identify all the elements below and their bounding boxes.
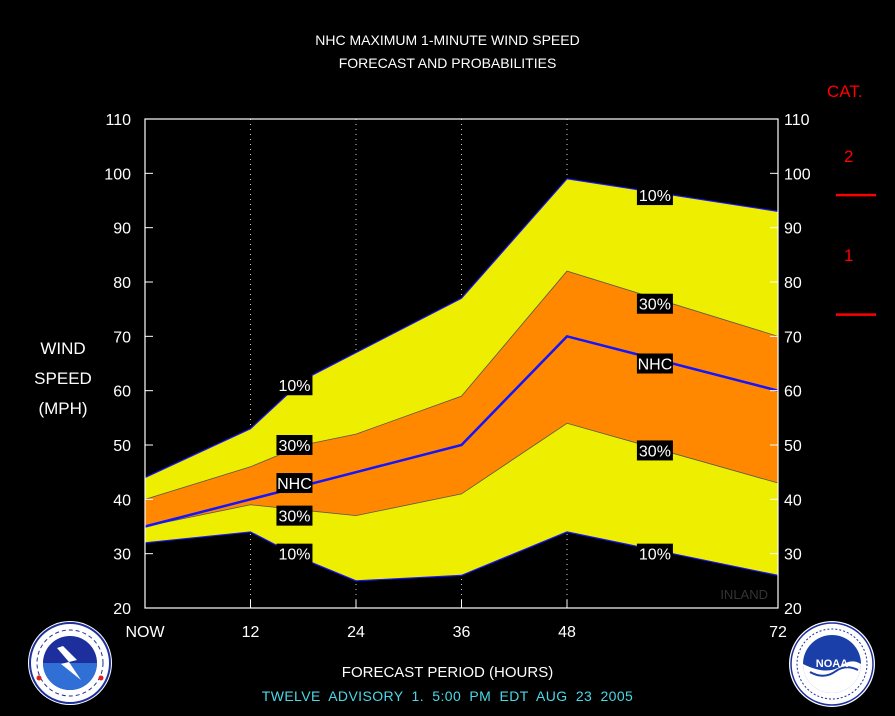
- chart-title-line1: NHC MAXIMUM 1-MINUTE WIND SPEED: [315, 32, 580, 48]
- series-annotation: 10%: [636, 543, 673, 564]
- series-annotation: 30%: [276, 435, 313, 455]
- x-tick-label: 72: [769, 624, 787, 641]
- y-tick-label-right: 50: [784, 438, 802, 455]
- series-line-lower-outer: [144, 531, 779, 582]
- annotation-box: [276, 505, 313, 526]
- y-axis-label-wind: WIND: [40, 339, 86, 358]
- y-tick-label-left: 40: [113, 492, 131, 509]
- annotation-box: [276, 435, 313, 455]
- annotation-label: NHC: [638, 357, 673, 374]
- x-tick-label: 48: [558, 624, 576, 641]
- y-axis-label-speed: SPEED: [34, 369, 92, 388]
- annotation-label: 10%: [278, 547, 310, 564]
- series-annotation: 10%: [276, 375, 313, 396]
- annotation-label: 10%: [639, 547, 671, 564]
- annotation-label: 10%: [278, 378, 310, 395]
- series-annotation: 30%: [636, 293, 673, 314]
- series-annotation: 10%: [636, 185, 673, 206]
- annotation-label: 30%: [278, 509, 310, 526]
- y-tick-label-left: 110: [105, 112, 131, 129]
- y-tick-label-right: 30: [784, 547, 802, 564]
- y-tick-label-left: 90: [113, 221, 131, 238]
- noaa-logo: NOAA: [789, 621, 875, 707]
- y-tick-label-left: 50: [113, 438, 131, 455]
- category-label-2: 2: [844, 147, 854, 166]
- annotation-box: [276, 543, 313, 564]
- series-line-upper-inner: [144, 270, 779, 500]
- annotation-box: [276, 473, 313, 494]
- x-tick-label: NOW: [125, 624, 165, 641]
- series-line-nhc: [144, 334, 779, 528]
- chart-title-line2: FORECAST AND PROBABILITIES: [338, 55, 557, 71]
- x-axis-label: FORECAST PERIOD (HOURS): [341, 664, 554, 681]
- y-tick-label-left: 100: [104, 166, 131, 183]
- y-tick-label-left: 30: [113, 547, 131, 564]
- annotation-label: 10%: [639, 188, 671, 205]
- svg-text:NOAA: NOAA: [816, 658, 848, 670]
- series-annotation: 10%: [276, 543, 313, 564]
- category-heading: CAT.: [827, 82, 863, 101]
- y-tick-label-right: 70: [784, 329, 802, 346]
- x-tick-label: 36: [453, 624, 471, 641]
- series-line-upper-outer: [144, 178, 779, 479]
- category-label-1: 1: [844, 246, 854, 265]
- y-tick-label-left: 60: [113, 384, 131, 401]
- annotation-box: [636, 440, 673, 461]
- advisory-footer: TWELVE ADVISORY 1. 5:00 PM EDT AUG 23 20…: [261, 688, 634, 704]
- annotation-label: 30%: [639, 443, 671, 460]
- series-annotation: 30%: [636, 440, 673, 461]
- y-tick-label-right: 60: [784, 384, 802, 401]
- y-tick-label-left: 20: [113, 601, 131, 618]
- y-tick-label-right: 80: [784, 275, 802, 292]
- annotation-box: [636, 293, 673, 314]
- y-tick-label-right: 110: [784, 112, 810, 129]
- series-annotation: NHC: [636, 353, 673, 374]
- band-30-percent: [145, 271, 778, 527]
- y-tick-label-left: 80: [113, 275, 131, 292]
- nws-logo: [28, 621, 112, 705]
- x-tick-label: 12: [242, 624, 260, 641]
- annotation-box: [276, 375, 313, 396]
- annotation-label: 30%: [639, 297, 671, 314]
- series-annotation: NHC: [276, 473, 313, 494]
- y-tick-label-right: 100: [784, 166, 811, 183]
- annotation-box: [636, 353, 673, 374]
- annotation-label: 30%: [278, 438, 310, 455]
- y-tick-label-right: 40: [784, 492, 802, 509]
- annotation-box: [636, 185, 673, 206]
- series-line-lower-inner: [144, 422, 779, 527]
- annotation-box: [636, 543, 673, 564]
- x-tick-label: 24: [347, 624, 365, 641]
- y-tick-label-right: 90: [784, 221, 802, 238]
- series-annotation: 30%: [276, 505, 313, 526]
- y-tick-label-right: 20: [784, 601, 802, 618]
- y-axis-label-mph: (MPH): [38, 399, 88, 418]
- inland-label: INLAND: [720, 587, 768, 602]
- y-tick-label-left: 70: [113, 329, 131, 346]
- annotation-label: NHC: [277, 476, 312, 493]
